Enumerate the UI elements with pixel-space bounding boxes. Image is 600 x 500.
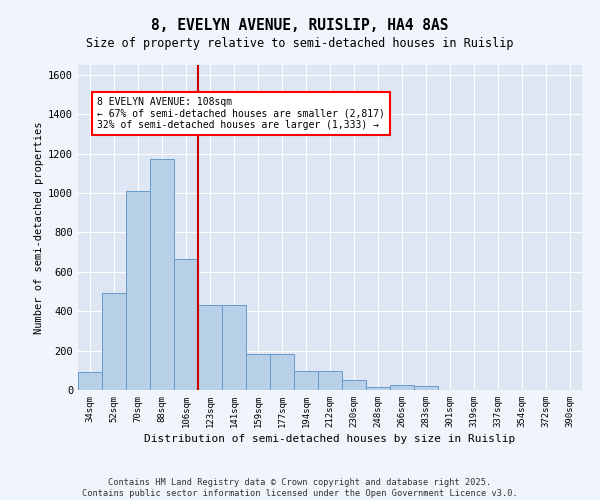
Bar bbox=[294, 372, 318, 390]
Bar bbox=[222, 306, 246, 390]
Bar bbox=[390, 385, 414, 390]
Bar bbox=[414, 386, 438, 390]
Bar bbox=[198, 306, 222, 390]
Bar bbox=[174, 259, 198, 390]
Text: Contains HM Land Registry data © Crown copyright and database right 2025.
Contai: Contains HM Land Registry data © Crown c… bbox=[82, 478, 518, 498]
Bar bbox=[270, 354, 294, 390]
Bar bbox=[246, 354, 270, 390]
Bar bbox=[366, 387, 390, 390]
Text: 8, EVELYN AVENUE, RUISLIP, HA4 8AS: 8, EVELYN AVENUE, RUISLIP, HA4 8AS bbox=[151, 18, 449, 32]
Bar bbox=[150, 158, 174, 390]
Text: Size of property relative to semi-detached houses in Ruislip: Size of property relative to semi-detach… bbox=[86, 38, 514, 51]
Bar bbox=[78, 372, 102, 390]
X-axis label: Distribution of semi-detached houses by size in Ruislip: Distribution of semi-detached houses by … bbox=[145, 434, 515, 444]
Text: 8 EVELYN AVENUE: 108sqm
← 67% of semi-detached houses are smaller (2,817)
32% of: 8 EVELYN AVENUE: 108sqm ← 67% of semi-de… bbox=[97, 96, 385, 130]
Y-axis label: Number of semi-detached properties: Number of semi-detached properties bbox=[34, 121, 44, 334]
Bar bbox=[342, 380, 366, 390]
Bar bbox=[102, 294, 126, 390]
Bar bbox=[126, 191, 150, 390]
Bar bbox=[318, 372, 342, 390]
